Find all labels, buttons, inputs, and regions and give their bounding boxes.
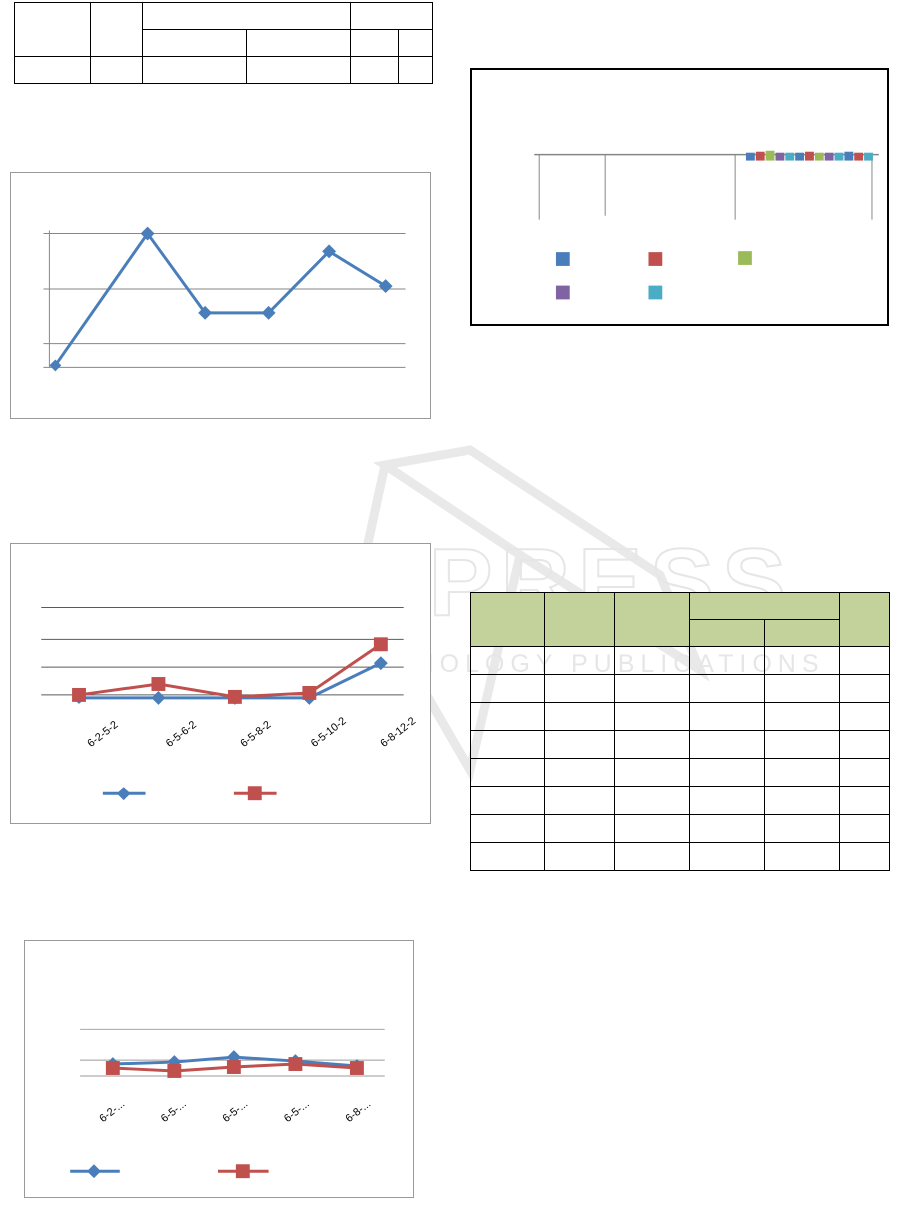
x-tick-label: 6-5-... bbox=[220, 1098, 250, 1125]
gridlines bbox=[41, 607, 404, 696]
header-cell bbox=[689, 592, 840, 620]
x-tick-label: 6-5-10-2 bbox=[309, 715, 349, 750]
chart-line-top-left bbox=[10, 172, 431, 419]
table-row bbox=[470, 730, 890, 759]
x-tick-label: 6-5-... bbox=[282, 1098, 312, 1125]
cell bbox=[142, 56, 247, 84]
legend bbox=[555, 251, 752, 300]
series-2-markers bbox=[105, 1057, 364, 1078]
table-row bbox=[470, 814, 890, 843]
cell bbox=[350, 2, 433, 30]
cell bbox=[142, 29, 247, 57]
legend-swatch-5 bbox=[648, 285, 663, 300]
x-tick-labels: 6-2-5-2 6-5-6-2 6-5-8-2 6-5-10-2 6-8-12-… bbox=[85, 715, 418, 750]
x-tick-label: 6-2-5-2 bbox=[85, 719, 120, 750]
table-row bbox=[470, 646, 890, 675]
series-1-line bbox=[54, 230, 387, 367]
cell bbox=[14, 2, 91, 57]
series-1-markers bbox=[49, 226, 393, 372]
legend-marker-1 bbox=[116, 787, 131, 801]
legend-swatch-1 bbox=[555, 252, 570, 266]
cell bbox=[398, 56, 433, 84]
table-row bbox=[470, 758, 890, 787]
chart-line-mid-left: 6-2-5-2 6-5-6-2 6-5-8-2 6-5-10-2 6-8-12-… bbox=[10, 543, 431, 824]
cell bbox=[246, 56, 351, 84]
x-tick-labels: 6-2-... 6-5-... 6-5-... 6-5-... 6-8-... bbox=[97, 1098, 373, 1125]
header-cell bbox=[614, 592, 690, 647]
table-header-row bbox=[470, 592, 890, 647]
table-row bbox=[14, 2, 433, 57]
cell bbox=[350, 56, 399, 84]
x-tick-label: 6-5-8-2 bbox=[238, 719, 273, 750]
table-row bbox=[470, 674, 890, 703]
chart-bar-top-right bbox=[470, 68, 889, 326]
legend-marker-2 bbox=[235, 1164, 250, 1179]
legend-swatch-4 bbox=[555, 285, 570, 300]
results-table bbox=[470, 592, 890, 871]
header-cell bbox=[764, 619, 840, 647]
legend-swatch-2 bbox=[648, 252, 663, 266]
table-row bbox=[470, 786, 890, 815]
cell bbox=[90, 56, 143, 84]
x-tick-label: 6-8-... bbox=[343, 1098, 373, 1125]
header-cell bbox=[689, 619, 765, 647]
category-separators bbox=[538, 154, 873, 220]
legend-marker-1 bbox=[87, 1164, 101, 1179]
x-tick-label: 6-5-... bbox=[159, 1098, 189, 1125]
header-cell bbox=[470, 592, 545, 647]
specification-table bbox=[14, 2, 433, 84]
cell bbox=[90, 2, 143, 57]
cell bbox=[142, 2, 351, 30]
legend bbox=[102, 786, 277, 801]
table-header-row bbox=[471, 619, 890, 647]
cell bbox=[350, 29, 399, 57]
gridlines bbox=[43, 233, 406, 368]
series-2-markers bbox=[72, 637, 388, 704]
table-row bbox=[470, 702, 890, 731]
legend-swatch-3 bbox=[738, 251, 752, 265]
x-tick-label: 6-8-12-2 bbox=[378, 715, 418, 750]
series-2-line bbox=[78, 643, 382, 699]
cell bbox=[398, 29, 433, 57]
x-tick-label: 6-5-6-2 bbox=[164, 719, 199, 750]
table-row bbox=[470, 842, 890, 871]
cell bbox=[246, 29, 351, 57]
cell bbox=[14, 56, 91, 84]
header-cell bbox=[544, 592, 615, 647]
x-tick-label: 6-2-... bbox=[97, 1098, 127, 1125]
chart-line-bottom-left: 6-2-... 6-5-... 6-5-... 6-5-... 6-8-... bbox=[24, 940, 414, 1198]
legend bbox=[70, 1164, 269, 1179]
header-cell bbox=[839, 592, 890, 647]
legend-marker-2 bbox=[247, 786, 262, 801]
table-row bbox=[14, 56, 433, 84]
bar-cluster bbox=[745, 150, 873, 161]
